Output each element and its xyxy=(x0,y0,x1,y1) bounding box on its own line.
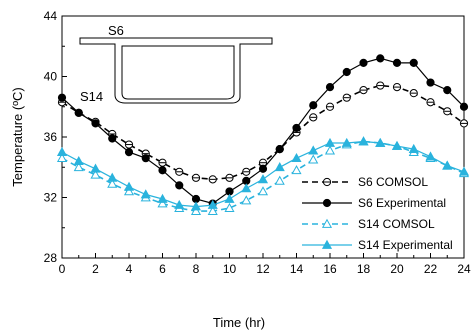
data-point-s2 xyxy=(324,145,336,155)
data-point-s3 xyxy=(291,152,302,163)
data-point-s3 xyxy=(308,145,319,155)
legend-label-0: S6 COMSOL xyxy=(358,175,428,189)
data-point-s1 xyxy=(426,78,435,87)
x-tick-label: 8 xyxy=(193,262,200,276)
data-point-s1 xyxy=(443,86,452,95)
data-point-s1 xyxy=(57,93,67,102)
legend-label-2: S14 COMSOL xyxy=(358,217,435,231)
data-point-s1 xyxy=(108,134,117,143)
data-point-s1 xyxy=(91,119,100,128)
data-point-s1 xyxy=(376,54,385,63)
data-point-s3 xyxy=(324,137,336,147)
data-point-s3 xyxy=(408,143,419,153)
data-point-s1 xyxy=(359,58,368,67)
y-tick-label: 44 xyxy=(44,9,58,23)
data-point-s1 xyxy=(309,101,318,110)
data-point-s1 xyxy=(325,82,335,92)
data-point-s3 xyxy=(56,146,68,156)
inset-label-top: S6 xyxy=(108,23,124,38)
data-point-s3 xyxy=(442,160,453,170)
data-point-s2 xyxy=(73,162,84,172)
series-0 xyxy=(57,81,469,184)
y-tick-label: 28 xyxy=(44,251,58,265)
data-point-s3 xyxy=(73,155,84,166)
legend-label-3: S14 Experimental xyxy=(358,238,453,252)
data-point-s3 xyxy=(190,201,202,211)
x-tick-label: 10 xyxy=(223,262,237,276)
data-point-s3 xyxy=(224,193,235,203)
data-point-s2 xyxy=(107,178,118,188)
data-point-s2 xyxy=(241,195,252,205)
data-point-s2 xyxy=(157,198,168,208)
x-tick-label: 14 xyxy=(290,262,304,276)
data-point-s3 xyxy=(90,163,101,173)
data-point-s1 xyxy=(158,166,167,175)
data-point-s3 xyxy=(391,140,403,150)
inset-label-bottom: S14 xyxy=(80,89,103,104)
legend-marker-1 xyxy=(322,198,332,208)
data-point-s3 xyxy=(140,189,151,199)
data-point-s3 xyxy=(358,136,369,146)
data-point-s3 xyxy=(375,137,386,147)
data-point-s1 xyxy=(258,164,268,173)
data-point-s2 xyxy=(207,205,218,215)
legend-marker-2 xyxy=(321,218,333,228)
x-tick-label: 20 xyxy=(390,262,404,276)
data-point-s3 xyxy=(257,174,269,184)
data-point-s1 xyxy=(74,108,83,117)
data-point-s3 xyxy=(157,193,168,203)
data-point-s2 xyxy=(257,186,269,196)
data-point-s3 xyxy=(241,183,252,193)
data-point-s2 xyxy=(56,152,68,163)
data-point-s1 xyxy=(459,102,469,111)
x-tick-label: 0 xyxy=(59,262,66,276)
data-point-s3 xyxy=(207,199,218,209)
data-point-s1 xyxy=(141,154,150,163)
legend-label-1: S6 Experimental xyxy=(358,196,446,210)
data-point-s1 xyxy=(409,58,418,67)
data-point-s1 xyxy=(392,58,402,67)
data-point-s3 xyxy=(458,166,470,176)
data-point-s2 xyxy=(90,169,101,179)
cross-section-inset: S6 S14 xyxy=(79,23,273,104)
data-point-s2 xyxy=(308,154,319,164)
series-1 xyxy=(57,54,469,208)
x-tick-label: 2 xyxy=(92,262,99,276)
x-tick-label: 18 xyxy=(357,262,371,276)
data-point-s1 xyxy=(292,123,301,133)
y-tick-label: 36 xyxy=(44,130,58,144)
data-point-s3 xyxy=(107,172,118,182)
data-point-s2 xyxy=(224,202,235,212)
legend: S6 COMSOL S6 Experimental S14 COMSOL S14 Ex… xyxy=(302,175,453,252)
data-point-s1 xyxy=(175,181,184,190)
x-tick-label: 6 xyxy=(159,262,166,276)
legend-marker-3 xyxy=(321,239,333,249)
x-axis-label: Time (hr) xyxy=(213,315,265,330)
data-point-s3 xyxy=(274,162,285,172)
data-point-s1 xyxy=(275,145,284,154)
data-point-s3 xyxy=(123,181,135,191)
x-tick-label: 12 xyxy=(256,262,270,276)
data-point-s3 xyxy=(425,151,436,161)
series-layer xyxy=(56,54,470,215)
x-tick-label: 22 xyxy=(424,262,438,276)
series-3 xyxy=(56,136,470,211)
data-point-s2 xyxy=(291,165,302,175)
data-point-s3 xyxy=(174,199,185,209)
x-tick-label: 16 xyxy=(323,262,337,276)
data-point-s2 xyxy=(123,186,135,196)
data-point-s1 xyxy=(342,67,351,77)
y-tick-label: 40 xyxy=(44,70,58,84)
data-point-s2 xyxy=(190,205,202,215)
data-point-s1 xyxy=(124,148,134,157)
y-tick-label: 32 xyxy=(44,191,58,205)
x-tick-label: 4 xyxy=(126,262,133,276)
data-point-s2 xyxy=(274,175,285,185)
data-point-s3 xyxy=(341,137,352,147)
x-tick-label: 24 xyxy=(457,262,471,276)
y-axis-label: Temperature (ºC) xyxy=(10,87,25,186)
